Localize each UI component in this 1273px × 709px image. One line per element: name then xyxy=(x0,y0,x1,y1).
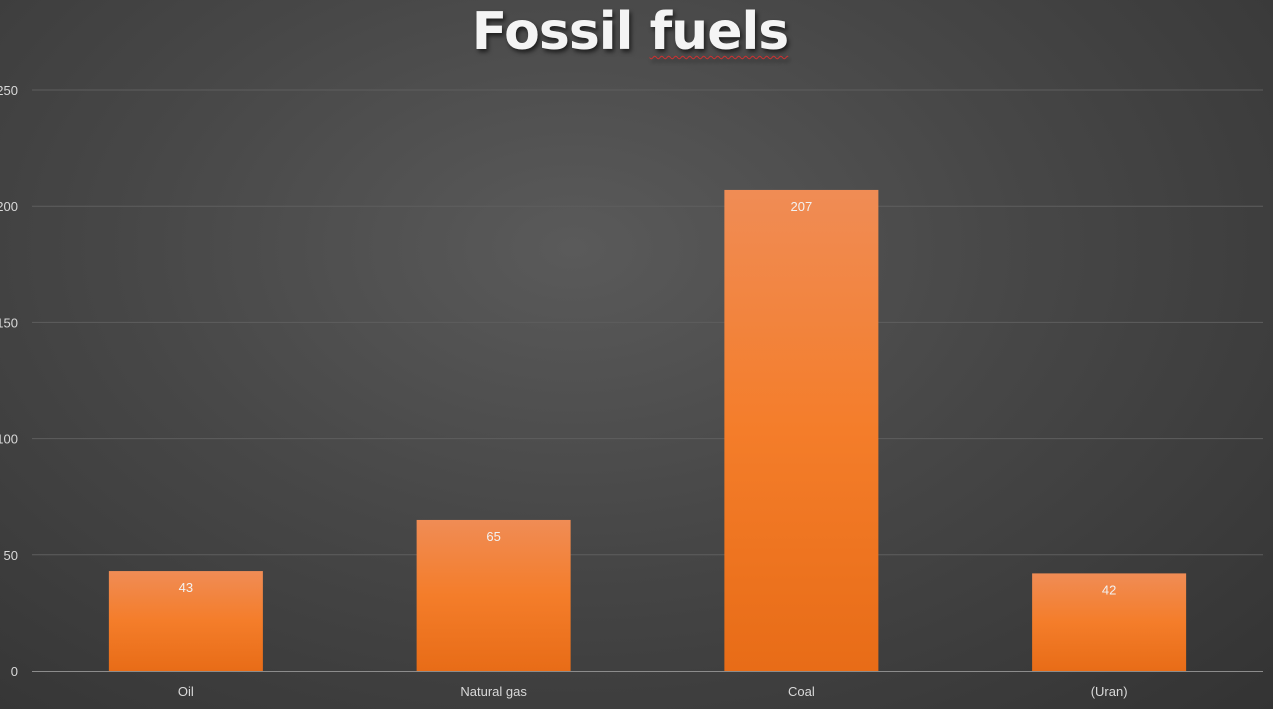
y-tick-label: 0 xyxy=(11,664,18,679)
bar xyxy=(108,571,263,671)
bar xyxy=(724,189,879,671)
bar xyxy=(1032,573,1187,671)
data-label: 207 xyxy=(791,199,813,214)
x-tick-label: Coal xyxy=(788,684,815,699)
title-word: Fossil xyxy=(471,2,634,62)
y-tick-label: 250 xyxy=(0,83,18,98)
data-label: 42 xyxy=(1102,582,1116,597)
y-tick-label: 100 xyxy=(0,432,18,447)
data-label: 43 xyxy=(179,580,193,595)
x-tick-label: Natural gas xyxy=(460,684,527,699)
title-word-spellcheck: fuels xyxy=(649,2,790,62)
x-tick-label: Oil xyxy=(178,684,194,699)
data-label: 65 xyxy=(486,529,500,544)
chart-title: Fossil fuels xyxy=(0,2,1260,62)
y-tick-label: 50 xyxy=(4,548,18,563)
y-tick-label: 200 xyxy=(0,199,18,214)
x-tick-label: (Uran) xyxy=(1091,684,1128,699)
bar xyxy=(416,519,571,671)
y-tick-label: 150 xyxy=(0,315,18,330)
